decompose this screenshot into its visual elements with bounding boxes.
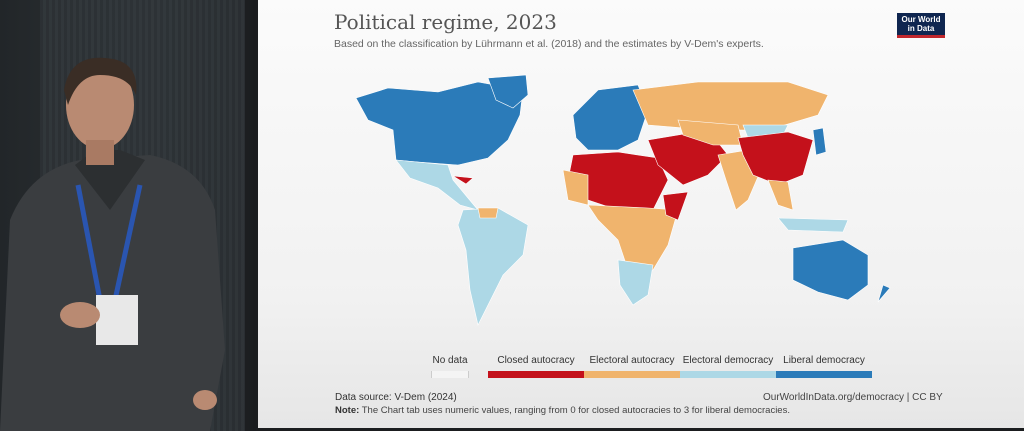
map-australia: [792, 239, 869, 301]
world-map: [355, 74, 891, 326]
chart-note: Note: The Chart tab uses numeric values,…: [335, 405, 790, 416]
logo-line-2: in Data: [907, 24, 935, 33]
map-central-africa: [587, 204, 679, 271]
legend-liberal-democracy: Liberal democracy: [776, 355, 872, 378]
map-china: [737, 131, 814, 186]
legend-label: Closed autocracy: [497, 355, 575, 366]
chart-subtitle: Based on the classification by Lührmann …: [334, 38, 764, 50]
legend-label: Electoral autocracy: [589, 355, 675, 366]
map-indonesia: [777, 217, 849, 233]
map-cuba: [452, 175, 474, 185]
map-legend: No data Closed autocracy Electoral autoc…: [424, 355, 872, 378]
map-venezuela: [477, 207, 499, 219]
legend-electoral-democracy: Electoral democracy: [680, 355, 776, 378]
presentation-slide: Political regime, 2023 Based on the clas…: [258, 0, 1024, 428]
map-europe: [572, 84, 649, 151]
source-url: OurWorldInData.org/democracy | CC BY: [763, 392, 943, 403]
legend-label: Electoral democracy: [682, 355, 774, 366]
map-new-zealand: [877, 284, 891, 303]
map-horn-of-africa: [662, 191, 689, 221]
speaker-photo: [0, 57, 225, 431]
owid-logo: Our World in Data: [897, 13, 945, 38]
map-japan-korea: [812, 127, 827, 156]
legend-swatch: [776, 371, 872, 378]
source-value: V-Dem (2024): [394, 392, 457, 403]
legend-no-data: No data: [424, 355, 476, 378]
note-label: Note:: [335, 405, 360, 416]
map-west-africa: [562, 169, 589, 206]
map-southeast-asia: [767, 179, 794, 211]
legend-swatch: [431, 371, 469, 378]
map-mexico-central-america: [395, 159, 479, 211]
source-label: Data source:: [335, 392, 392, 403]
stage-background: [0, 0, 256, 431]
map-russia: [632, 81, 829, 131]
legend-closed-autocracy: Closed autocracy: [488, 355, 584, 378]
map-greenland: [487, 74, 529, 109]
note-text: The Chart tab uses numeric values, rangi…: [361, 405, 790, 416]
data-source: Data source: V-Dem (2024): [335, 392, 457, 403]
legend-swatch: [488, 371, 584, 378]
chart-title: Political regime, 2023: [334, 10, 557, 34]
map-southern-africa: [617, 259, 654, 306]
map-north-america: [355, 81, 524, 166]
legend-swatch: [680, 371, 776, 378]
legend-label: Liberal democracy: [783, 355, 865, 366]
map-central-asia: [677, 119, 744, 146]
map-south-america: [457, 207, 529, 326]
legend-label: No data: [432, 355, 468, 366]
legend-electoral-autocracy: Electoral autocracy: [584, 355, 680, 378]
legend-swatch: [584, 371, 680, 378]
logo-line-1: Our World: [901, 15, 941, 24]
